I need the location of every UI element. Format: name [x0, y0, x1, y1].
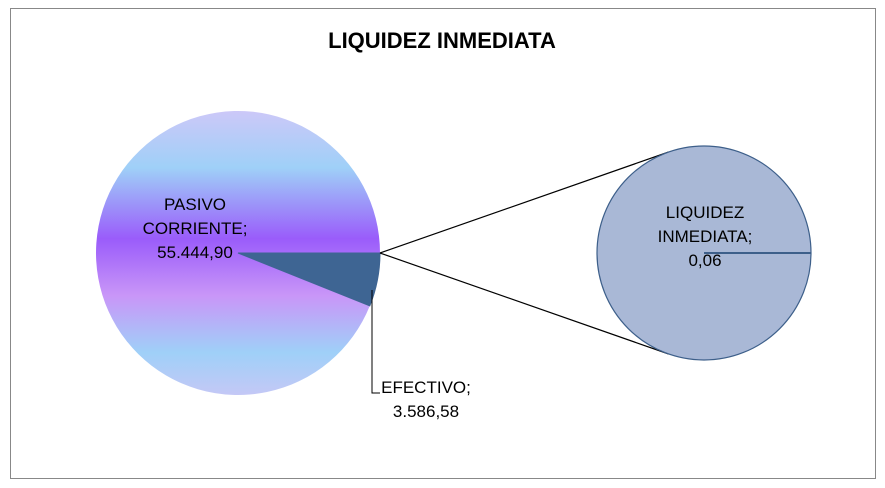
- label-category: EFECTIVO: [381, 378, 467, 397]
- label-separator: ;: [747, 227, 753, 246]
- label-category: LIQUIDEZ INMEDIATA: [657, 203, 748, 246]
- leader-line: [371, 290, 380, 394]
- label-category: PASIVO CORRIENTE: [142, 195, 243, 238]
- label-value: 55.444,90: [157, 243, 233, 262]
- chart-title: LIQUIDEZ INMEDIATA: [328, 28, 556, 53]
- connector-line: [379, 151, 669, 254]
- label-separator: ;: [466, 378, 471, 397]
- connector-line: [379, 252, 669, 355]
- data-label: EFECTIVO; 3.586,58: [376, 376, 476, 424]
- label-separator: ;: [242, 219, 248, 238]
- data-label: LIQUIDEZ INMEDIATA; 0,06: [640, 201, 770, 273]
- data-label: PASIVO CORRIENTE; 55.444,90: [130, 193, 260, 265]
- label-value: 3.586,58: [392, 402, 460, 421]
- label-value: 0,06: [688, 251, 722, 270]
